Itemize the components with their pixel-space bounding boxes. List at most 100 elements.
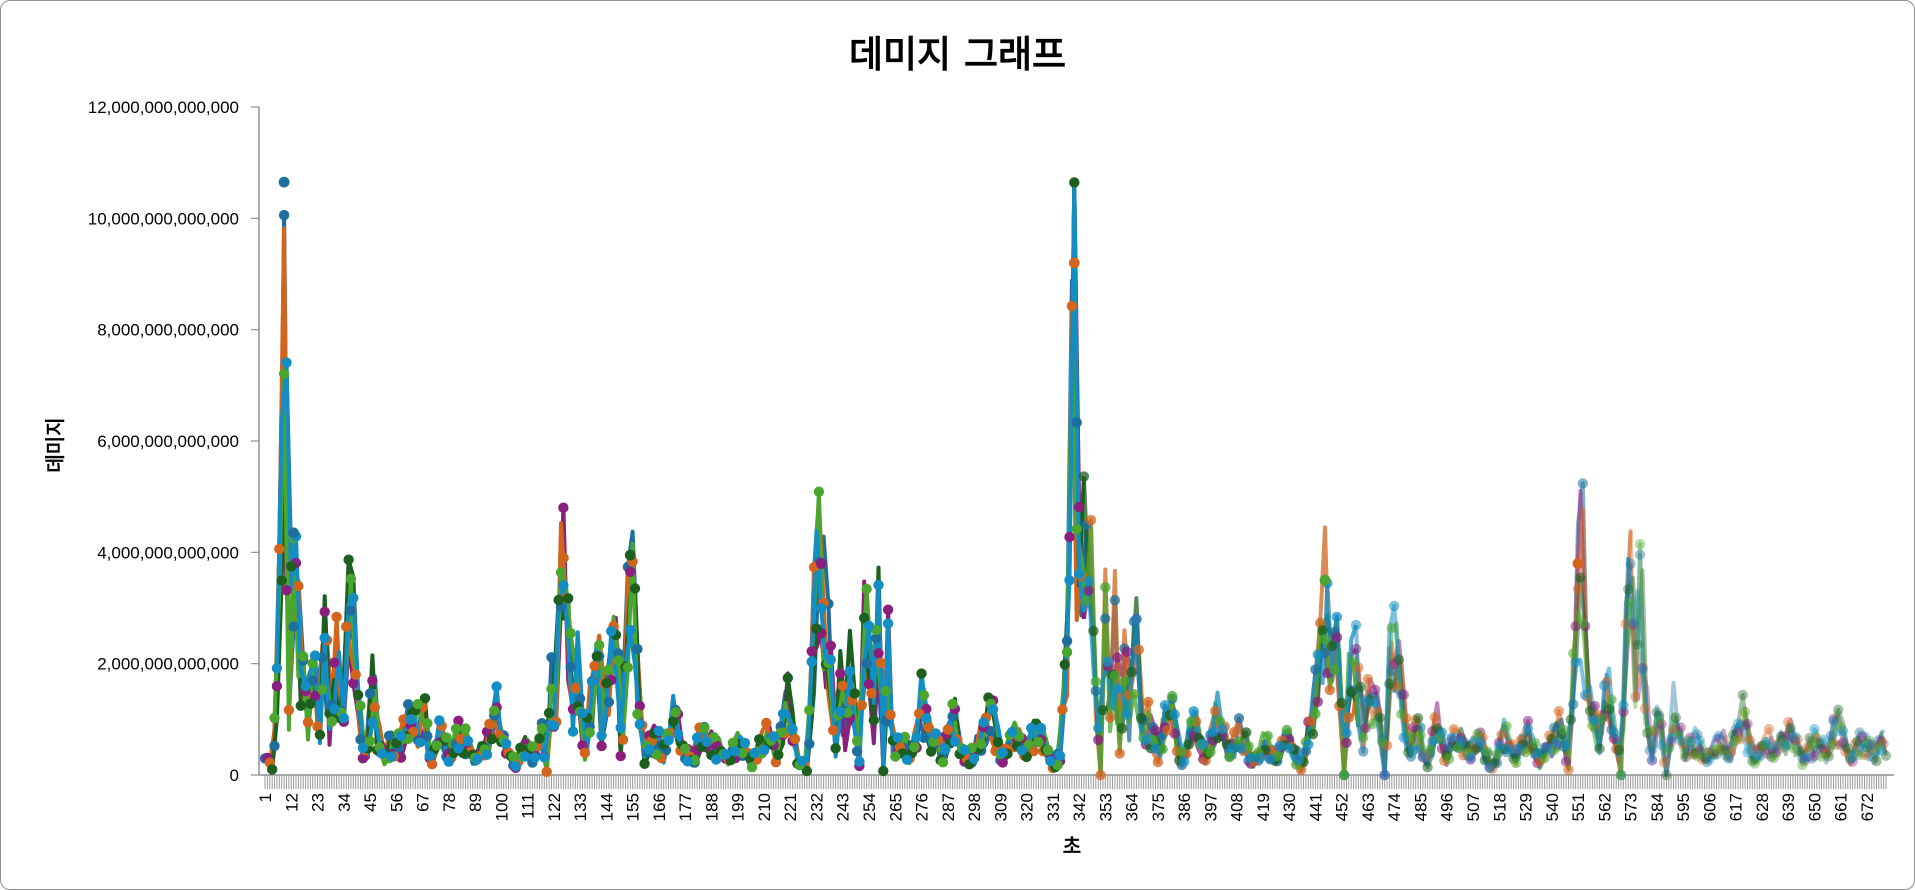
data-point	[1563, 764, 1574, 776]
data-point	[1078, 471, 1090, 482]
data-point	[1188, 706, 1199, 717]
data-point	[1823, 751, 1834, 762]
data-point	[1792, 733, 1803, 745]
data-point	[453, 743, 464, 754]
data-point	[281, 357, 292, 368]
data-point	[925, 746, 937, 757]
data-point	[1071, 524, 1082, 535]
x-tick-label: 56	[387, 793, 406, 812]
data-point	[348, 678, 359, 689]
data-point	[1358, 732, 1369, 743]
data-point	[276, 575, 287, 586]
data-point	[937, 757, 949, 768]
data-point	[1699, 752, 1710, 763]
data-point	[1613, 744, 1624, 756]
series-line	[809, 180, 1086, 772]
data-point	[383, 730, 395, 741]
x-tick-label: 309	[991, 793, 1010, 821]
data-point	[918, 690, 930, 701]
data-point	[873, 648, 884, 659]
data-point	[1541, 742, 1553, 754]
data-point	[1704, 747, 1715, 758]
data-point	[1797, 759, 1808, 771]
data-point	[376, 748, 388, 759]
data-point	[357, 742, 369, 754]
x-tick-label: 397	[1201, 793, 1220, 821]
data-point	[1856, 743, 1868, 754]
data-point	[1864, 735, 1875, 746]
data-point	[355, 700, 366, 711]
data-point	[367, 717, 378, 728]
x-tick-label: 210	[755, 793, 774, 821]
data-point	[1864, 751, 1875, 762]
data-point	[1317, 625, 1328, 636]
data-point	[278, 368, 290, 379]
data-point	[1143, 696, 1154, 707]
data-point	[1663, 742, 1675, 753]
data-point	[1560, 756, 1572, 767]
data-point	[364, 688, 376, 699]
data-point	[1152, 756, 1164, 768]
data-point	[773, 749, 784, 760]
data-point	[1369, 684, 1381, 695]
data-point	[577, 707, 588, 719]
data-point	[1035, 722, 1047, 734]
data-point	[1112, 652, 1123, 663]
data-point	[1677, 738, 1689, 749]
y-tick-label: 12,000,000,000,000	[88, 98, 239, 117]
data-point	[1310, 708, 1321, 719]
data-point	[1064, 531, 1075, 543]
data-point	[885, 709, 896, 720]
data-point	[1112, 683, 1123, 694]
data-point	[1109, 670, 1121, 682]
data-point	[768, 731, 779, 742]
data-point	[830, 743, 841, 754]
data-point	[632, 708, 643, 720]
data-point	[878, 765, 889, 777]
data-point	[1854, 727, 1865, 738]
data-point	[1694, 745, 1706, 756]
data-point	[1023, 739, 1035, 750]
data-point	[1491, 749, 1503, 760]
data-point	[1307, 728, 1319, 740]
data-point	[601, 678, 612, 689]
data-point	[1818, 743, 1830, 754]
x-tick-label: 67	[414, 793, 433, 812]
data-point	[329, 657, 340, 668]
data-point	[1778, 737, 1789, 748]
data-point	[1768, 746, 1780, 758]
data-point	[267, 764, 278, 775]
data-point	[1866, 739, 1877, 751]
x-tick-label: 518	[1490, 793, 1509, 821]
data-point	[1150, 725, 1161, 736]
x-tick-label: 320	[1018, 793, 1037, 821]
data-point	[861, 658, 872, 669]
data-point	[1825, 730, 1837, 741]
data-point	[863, 679, 875, 690]
data-point	[395, 730, 407, 742]
data-point	[307, 658, 318, 669]
data-point	[682, 756, 693, 767]
data-point	[811, 623, 822, 634]
data-point	[854, 756, 865, 767]
data-point	[1226, 742, 1238, 754]
x-axis-label: 초	[1062, 834, 1082, 858]
data-point	[777, 708, 789, 719]
data-point	[816, 603, 827, 614]
data-point	[1408, 745, 1419, 756]
data-point	[1355, 681, 1367, 693]
data-point	[1496, 729, 1507, 740]
data-point	[369, 702, 380, 713]
x-tick-label: 452	[1333, 793, 1352, 821]
data-point	[1057, 704, 1068, 715]
data-point	[804, 738, 815, 749]
data-point	[1396, 709, 1407, 720]
data-point	[754, 734, 765, 745]
data-point	[298, 651, 309, 662]
data-point	[1768, 752, 1780, 764]
data-point	[1484, 762, 1495, 773]
data-point	[546, 683, 557, 695]
data-point	[1167, 690, 1178, 702]
data-point	[1422, 762, 1433, 773]
data-point	[976, 738, 987, 750]
